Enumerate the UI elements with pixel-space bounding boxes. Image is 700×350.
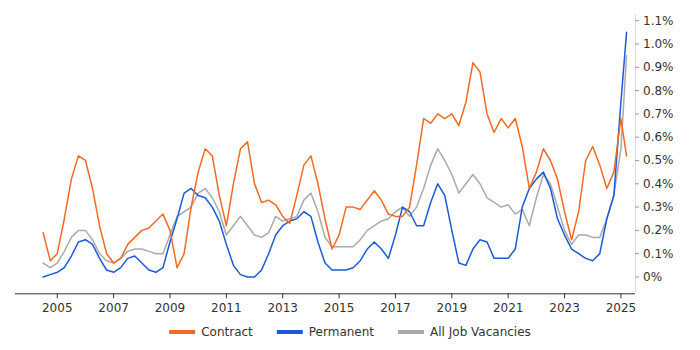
x-tick-label: 2007	[98, 301, 129, 315]
y-tick	[635, 43, 639, 44]
x-tick-label: 2023	[549, 301, 580, 315]
x-tick	[339, 293, 340, 298]
y-tick	[635, 20, 639, 21]
x-tick	[395, 293, 396, 298]
y-tick-label: 0.9%	[643, 60, 674, 74]
y-tick-label: 0.4%	[643, 177, 674, 191]
x-tick-label: 2015	[324, 301, 355, 315]
x-tick-label: 2021	[493, 301, 524, 315]
y-tick-label: 1.1%	[643, 14, 674, 28]
x-tick	[282, 293, 283, 298]
y-axis-line	[635, 14, 636, 294]
series-line	[43, 32, 626, 277]
legend-swatch	[169, 330, 195, 334]
y-tick-label: 0%	[643, 270, 662, 284]
legend-label: Contract	[201, 325, 253, 339]
x-axis-line	[15, 293, 635, 294]
y-tick	[635, 137, 639, 138]
y-tick-label: 0.8%	[643, 84, 674, 98]
legend-swatch	[398, 330, 424, 334]
y-tick	[635, 113, 639, 114]
x-tick-label: 2011	[211, 301, 242, 315]
x-tick	[508, 293, 509, 298]
y-tick-label: 1.0%	[643, 37, 674, 51]
legend-label: Permanent	[309, 325, 375, 339]
x-tick	[451, 293, 452, 298]
x-tick	[113, 293, 114, 298]
y-tick-label: 0.1%	[643, 247, 674, 261]
x-tick	[564, 293, 565, 298]
x-tick-label: 2013	[267, 301, 298, 315]
x-tick	[170, 293, 171, 298]
y-tick-label: 0.3%	[643, 200, 674, 214]
y-tick	[635, 183, 639, 184]
y-tick-label: 0.2%	[643, 223, 674, 237]
x-tick	[57, 293, 58, 298]
y-tick	[635, 253, 639, 254]
series-line	[43, 63, 626, 268]
legend-label: All Job Vacancies	[430, 325, 531, 339]
x-tick-label: 2009	[155, 301, 186, 315]
y-tick-label: 0.7%	[643, 107, 674, 121]
y-tick	[635, 207, 639, 208]
x-tick	[620, 293, 621, 298]
y-tick	[635, 67, 639, 68]
x-tick	[226, 293, 227, 298]
y-tick-label: 0.6%	[643, 130, 674, 144]
legend-swatch	[277, 330, 303, 334]
y-tick	[635, 230, 639, 231]
legend: Contract Permanent All Job Vacancies	[169, 325, 531, 339]
chart: 2005 2007 2009 2011 2013 2015 2017 2019 2021 2023…	[0, 0, 700, 350]
x-tick-label: 2019	[437, 301, 468, 315]
y-tick-label: 0.5%	[643, 153, 674, 167]
x-tick-label: 2005	[42, 301, 73, 315]
x-tick-label: 2025	[606, 301, 637, 315]
series-line	[43, 56, 626, 268]
x-tick-label: 2017	[380, 301, 411, 315]
plot-area	[43, 32, 626, 277]
y-tick	[635, 276, 639, 277]
y-tick	[635, 160, 639, 161]
y-tick	[635, 90, 639, 91]
